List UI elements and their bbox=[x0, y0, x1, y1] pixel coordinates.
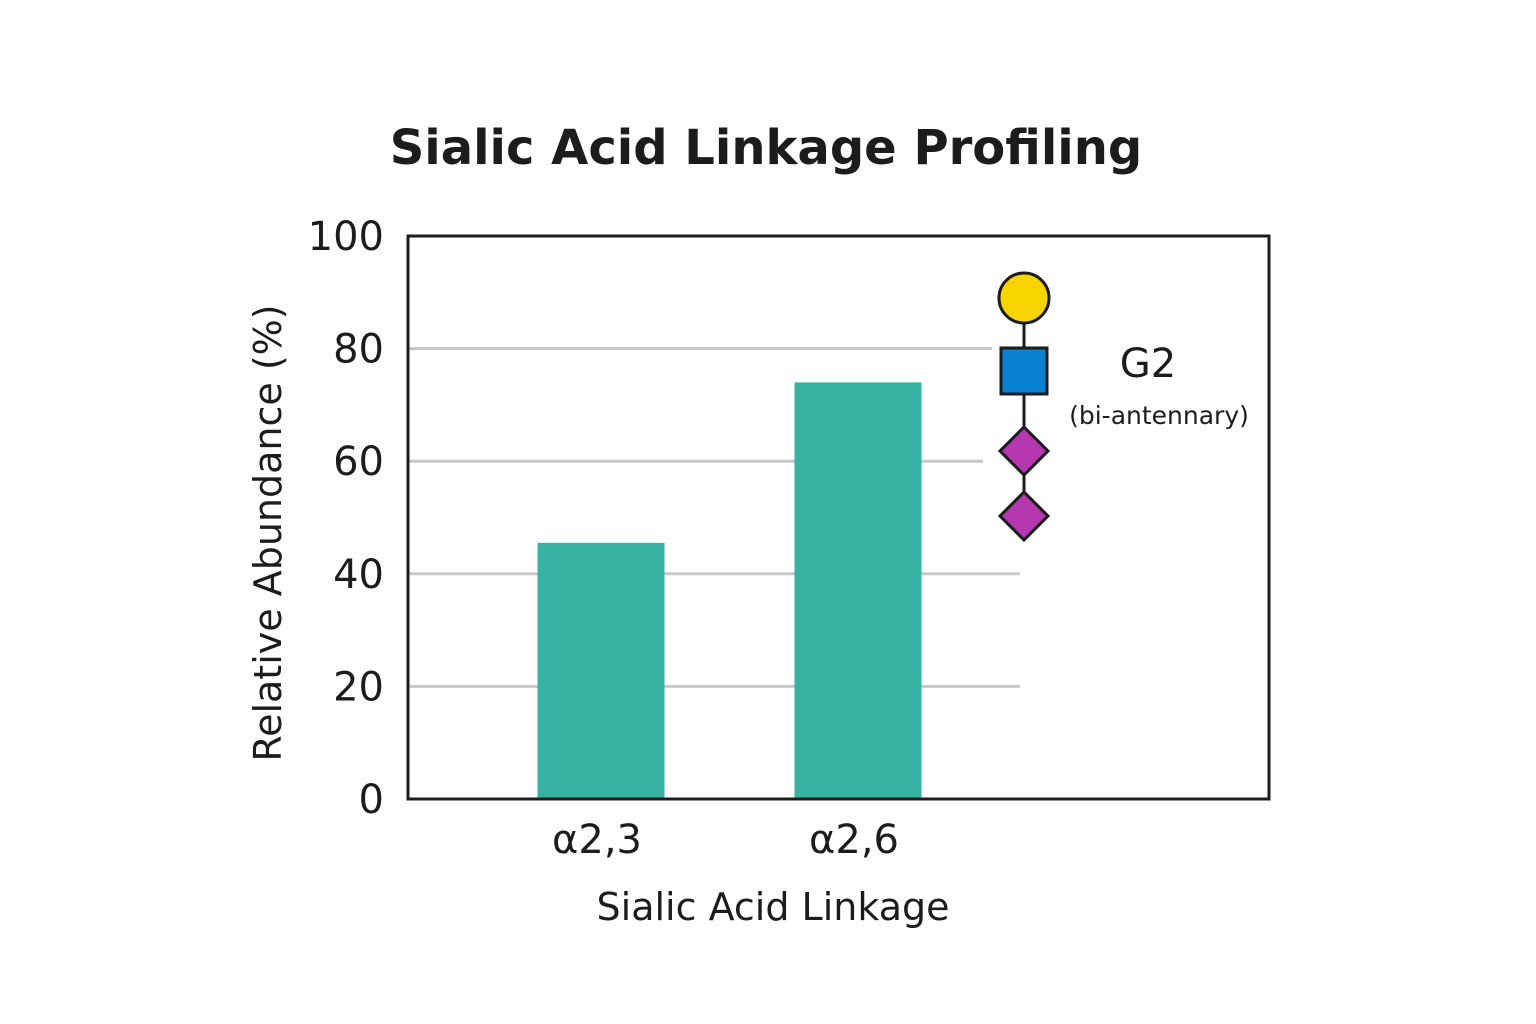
sialic-acid-diamond-icon bbox=[997, 489, 1051, 543]
y-tick-label: 60 bbox=[333, 439, 384, 485]
glcnac-square-icon bbox=[999, 346, 1049, 396]
glycan-label: G2 bbox=[1120, 341, 1176, 387]
bar-1 bbox=[537, 542, 665, 798]
y-tick-label: 20 bbox=[333, 664, 384, 710]
y-ticks: 0 20 40 60 80 100 bbox=[308, 214, 384, 823]
plot-frame bbox=[406, 234, 1271, 801]
y-tick-label: 80 bbox=[333, 327, 384, 373]
y-tick-label: 0 bbox=[359, 777, 384, 823]
x-axis-title: Sialic Acid Linkage bbox=[597, 885, 950, 929]
bar-2 bbox=[794, 382, 922, 798]
glycan-structure bbox=[997, 271, 1051, 543]
y-axis-title: Relative Abundance (%) bbox=[246, 304, 290, 761]
sialic-acid-diamond-icon bbox=[997, 424, 1051, 478]
galactose-circle-icon bbox=[997, 271, 1051, 325]
chart-title: Sialic Acid Linkage Profiling bbox=[390, 120, 1143, 176]
bars bbox=[537, 382, 922, 798]
gridlines bbox=[408, 347, 1020, 688]
x-tick-label: α2,6 bbox=[809, 817, 899, 863]
y-tick-label: 40 bbox=[333, 552, 384, 598]
glycan-sublabel: (bi-antennary) bbox=[1069, 401, 1249, 430]
x-ticks: α2,3 α2,6 bbox=[552, 817, 899, 863]
glycan-legend: G2 (bi-antennary) bbox=[997, 271, 1249, 543]
x-tick-label: α2,3 bbox=[552, 817, 642, 863]
y-tick-label: 100 bbox=[308, 214, 384, 260]
